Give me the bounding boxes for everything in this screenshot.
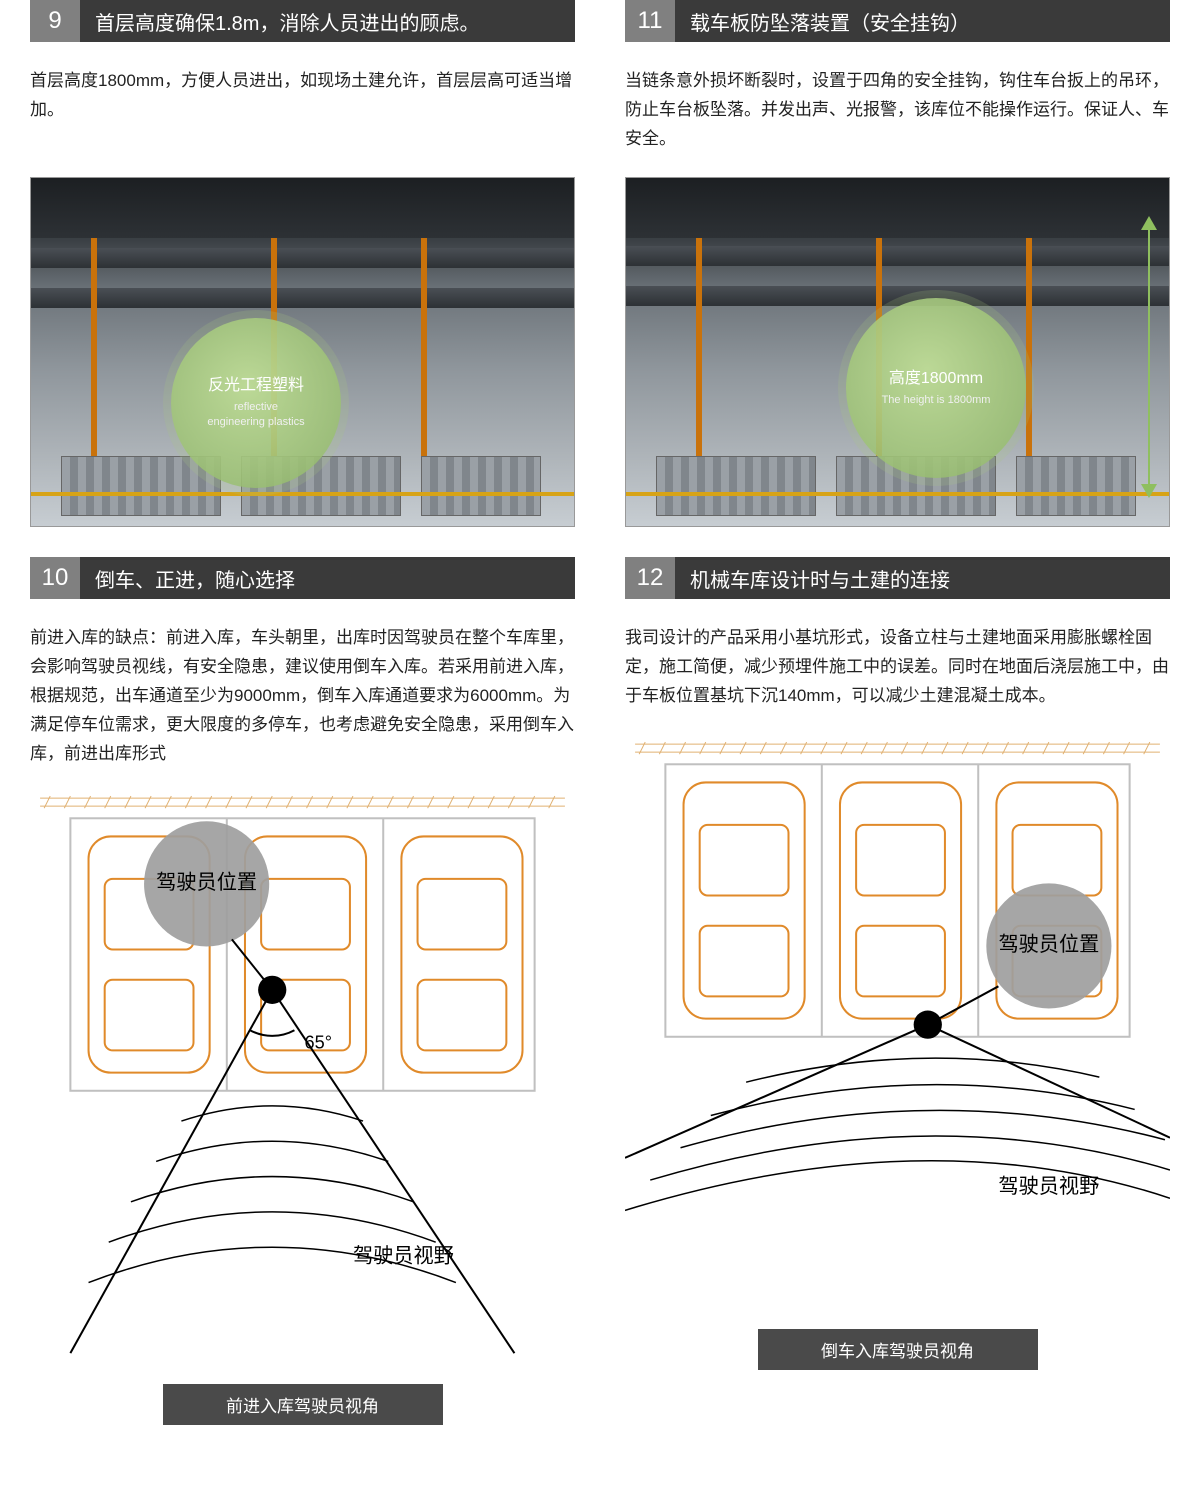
callout-en: The height is 1800mm	[882, 393, 991, 408]
driver-pos-label: 驾驶员位置	[998, 933, 1099, 956]
caption-forward: 前进入库驾驶员视角	[163, 1384, 443, 1425]
photo-11: 高度1800mm The height is 1800mm	[625, 177, 1170, 527]
fov-label: 驾驶员视野	[998, 1175, 1099, 1198]
reverse-view-diagram: 驾驶员位置 驾驶员视野	[625, 734, 1170, 1299]
callout-height: 高度1800mm The height is 1800mm	[846, 298, 1026, 478]
diagram-forward: 驾驶员位置 65°	[30, 788, 575, 1424]
photo-9: 反光工程塑料 reflective engineering plastics	[30, 177, 575, 527]
diagram-reverse: 驾驶员位置 驾驶员视野	[625, 734, 1170, 1370]
heading-10: 10 倒车、正进，随心选择	[30, 557, 575, 599]
callout-reflective: 反光工程塑料 reflective engineering plastics	[171, 318, 341, 488]
heading-number: 11	[625, 0, 675, 42]
height-arrow	[1139, 218, 1159, 496]
callout-zh: 反光工程塑料	[208, 375, 304, 397]
section-11: 11 载车板防坠落装置（安全挂钩） 当链条意外损坏断裂时，设置于四角的安全挂钩，…	[625, 0, 1170, 527]
body-text-10: 前进入库的缺点：前进入库，车头朝里，出库时因驾驶员在整个车库里，会影响驾驶员视线…	[30, 624, 575, 768]
heading-title: 倒车、正进，随心选择	[80, 557, 575, 599]
heading-title: 机械车库设计时与土建的连接	[675, 557, 1170, 599]
body-text-9: 首层高度1800mm，方便人员进出，如现场土建允许，首层层高可适当增加。	[30, 67, 575, 157]
callout-en1: reflective	[234, 400, 278, 415]
heading-number: 10	[30, 557, 80, 599]
heading-number: 12	[625, 557, 675, 599]
heading-9: 9 首层高度确保1.8m，消除人员进出的顾虑。	[30, 0, 575, 42]
fov-label: 驾驶员视野	[353, 1245, 454, 1268]
heading-11: 11 载车板防坠落装置（安全挂钩）	[625, 0, 1170, 42]
heading-number: 9	[30, 0, 80, 42]
section-12: 12 机械车库设计时与土建的连接 我司设计的产品采用小基坑形式，设备立柱与土建地…	[625, 557, 1170, 1425]
heading-title: 首层高度确保1.8m，消除人员进出的顾虑。	[80, 0, 575, 42]
caption-reverse: 倒车入库驾驶员视角	[758, 1329, 1038, 1370]
angle-label: 65°	[305, 1033, 332, 1053]
heading-title: 载车板防坠落装置（安全挂钩）	[675, 0, 1170, 42]
body-text-11: 当链条意外损坏断裂时，设置于四角的安全挂钩，钩住车台扳上的吊环，防止车台板坠落。…	[625, 67, 1170, 157]
callout-en2: engineering plastics	[207, 415, 304, 430]
heading-12: 12 机械车库设计时与土建的连接	[625, 557, 1170, 599]
section-9: 9 首层高度确保1.8m，消除人员进出的顾虑。 首层高度1800mm，方便人员进…	[30, 0, 575, 527]
forward-view-diagram: 驾驶员位置 65°	[30, 788, 575, 1353]
driver-pos-label: 驾驶员位置	[156, 871, 257, 894]
section-10: 10 倒车、正进，随心选择 前进入库的缺点：前进入库，车头朝里，出库时因驾驶员在…	[30, 557, 575, 1425]
callout-zh: 高度1800mm	[889, 368, 983, 390]
body-text-12: 我司设计的产品采用小基坑形式，设备立柱与土建地面采用膨胀螺栓固定，施工简便，减少…	[625, 624, 1170, 714]
